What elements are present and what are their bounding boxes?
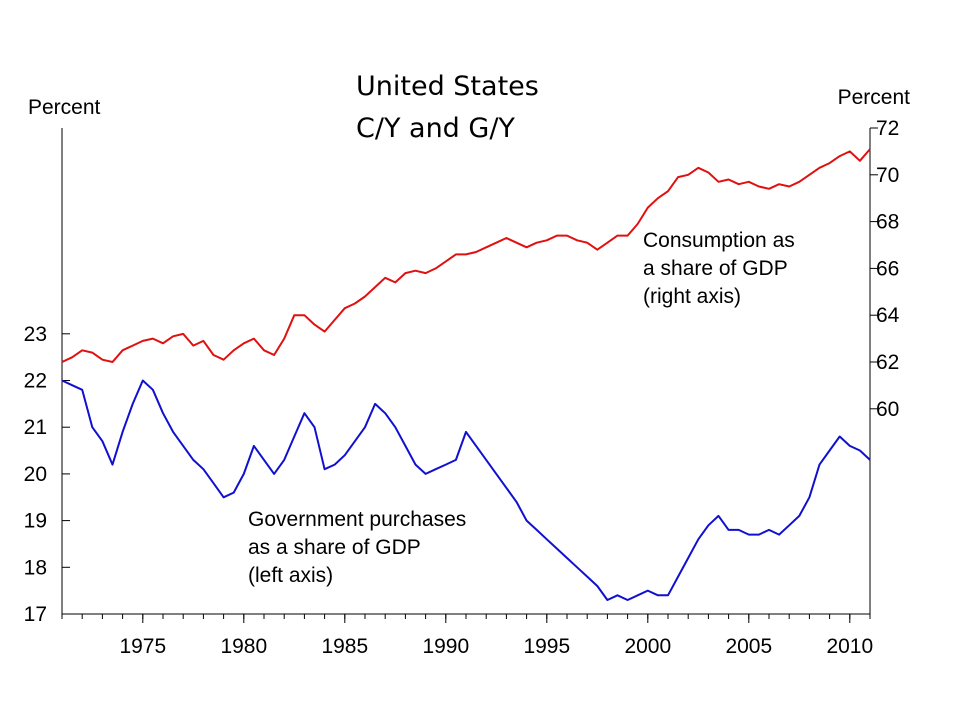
chart-title-line-1: United States <box>356 71 539 102</box>
ticks: 17 18 19 20 21 22 23 60 62 64 66 68 70 72 1975 1980 1985… <box>24 117 900 658</box>
left-tick-label: 19 <box>24 510 47 533</box>
x-tick-label: 1990 <box>422 635 469 658</box>
consumption-annotation-line: Consumption as <box>643 229 795 252</box>
government-annotation-line: as a share of GDP <box>248 536 421 559</box>
left-tick-label: 17 <box>24 603 47 626</box>
x-tick-label: 2005 <box>725 635 772 658</box>
labels: Percent Percent Consumption as a share of G… <box>28 86 910 587</box>
axes <box>61 128 871 615</box>
left-tick-label: 22 <box>24 370 47 393</box>
government-annotation-line: Government purchases <box>248 508 466 531</box>
left-axis-label: Percent <box>28 96 101 119</box>
chart-title-line-2: C/Y and G/Y <box>356 113 515 144</box>
x-tick-label: 1980 <box>220 635 267 658</box>
left-tick-label: 21 <box>24 416 47 439</box>
right-tick-label: 64 <box>876 304 900 327</box>
government-line <box>61 379 871 601</box>
right-tick-label: 62 <box>876 351 899 374</box>
left-tick-label: 18 <box>24 556 47 579</box>
right-tick-label: 70 <box>876 164 899 187</box>
chart-title: United States C/Y and G/Y <box>356 66 539 150</box>
right-tick-label: 60 <box>876 398 899 421</box>
left-tick-label: 23 <box>24 323 47 346</box>
left-tick-label: 20 <box>24 463 47 486</box>
right-tick-label: 68 <box>876 211 899 234</box>
x-tick-label: 2000 <box>624 635 671 658</box>
consumption-annotation-line: (right axis) <box>643 285 741 308</box>
right-tick-label: 66 <box>876 257 899 280</box>
x-tick-label: 1995 <box>523 635 570 658</box>
right-tick-label: 72 <box>876 117 899 140</box>
consumption-line <box>61 148 871 363</box>
x-tick-label: 1985 <box>321 635 368 658</box>
consumption-annotation-line: a share of GDP <box>643 257 788 280</box>
series <box>61 148 871 601</box>
government-annotation-line: (left axis) <box>248 564 333 587</box>
right-axis-label: Percent <box>838 86 911 109</box>
x-tick-label: 1975 <box>119 635 166 658</box>
x-tick-label: 2010 <box>826 635 873 658</box>
